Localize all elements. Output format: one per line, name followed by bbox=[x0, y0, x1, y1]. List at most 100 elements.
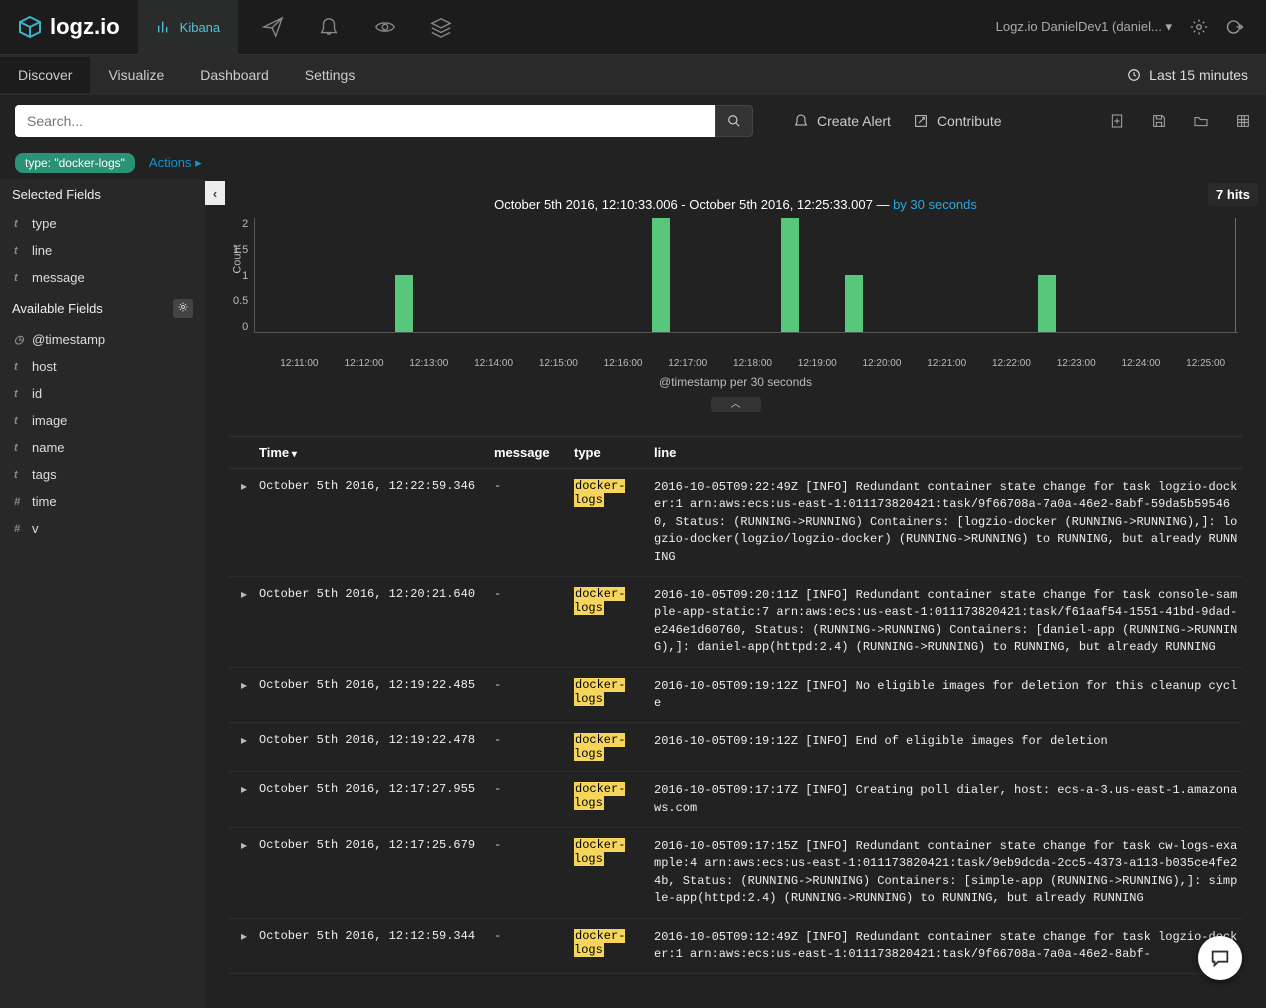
nav-tab-discover[interactable]: Discover bbox=[0, 57, 90, 93]
cell-type: docker-logs bbox=[574, 929, 654, 964]
filter-actions-link[interactable]: Actions ▸ bbox=[149, 155, 202, 171]
histogram-bar[interactable] bbox=[845, 275, 863, 332]
gear-icon[interactable] bbox=[1190, 18, 1208, 36]
expand-row-button[interactable]: ▸ bbox=[229, 479, 259, 566]
cell-message: - bbox=[494, 782, 574, 817]
create-alert-button[interactable]: Create Alert bbox=[793, 113, 891, 129]
bars-icon bbox=[156, 19, 172, 35]
field-type[interactable]: ttype bbox=[0, 210, 205, 237]
search-toolbar-icons bbox=[1109, 113, 1251, 129]
layers-icon[interactable] bbox=[430, 16, 452, 38]
nav-tab-dashboard[interactable]: Dashboard bbox=[182, 57, 287, 93]
histogram-bar[interactable] bbox=[652, 218, 670, 332]
log-table: Time message type line ▸October 5th 2016… bbox=[205, 424, 1266, 994]
search-input[interactable] bbox=[15, 105, 715, 137]
cell-type: docker-logs bbox=[574, 587, 654, 657]
field-host[interactable]: thost bbox=[0, 353, 205, 380]
gear-icon bbox=[177, 301, 189, 313]
logo[interactable]: logz.io bbox=[0, 14, 138, 40]
cell-type: docker-logs bbox=[574, 838, 654, 908]
top-right: Logz.io DanielDev1 (daniel... ▾ bbox=[974, 18, 1266, 36]
cell-time: October 5th 2016, 12:17:25.679 bbox=[259, 838, 494, 908]
cell-message: - bbox=[494, 587, 574, 657]
field-time[interactable]: #time bbox=[0, 488, 205, 515]
cell-line: 2016-10-05T09:19:12Z [INFO] No eligible … bbox=[654, 678, 1242, 713]
expand-row-button[interactable]: ▸ bbox=[229, 838, 259, 908]
x-axis-label: @timestamp per 30 seconds bbox=[233, 375, 1238, 389]
cell-type: docker-logs bbox=[574, 479, 654, 566]
cell-line: 2016-10-05T09:17:15Z [INFO] Redundant co… bbox=[654, 838, 1242, 908]
account-menu[interactable]: Logz.io DanielDev1 (daniel... ▾ bbox=[996, 19, 1172, 35]
field-name[interactable]: tname bbox=[0, 434, 205, 461]
field-tags[interactable]: ttags bbox=[0, 461, 205, 488]
chart-plot[interactable] bbox=[254, 218, 1238, 333]
top-tab-kibana[interactable]: Kibana bbox=[138, 0, 238, 55]
collapse-sidebar-button[interactable]: ‹ bbox=[205, 181, 225, 205]
nav-tab-visualize[interactable]: Visualize bbox=[90, 57, 182, 93]
cell-message: - bbox=[494, 678, 574, 713]
col-header-message[interactable]: message bbox=[494, 445, 574, 460]
cell-time: October 5th 2016, 12:17:27.955 bbox=[259, 782, 494, 817]
table-row: ▸October 5th 2016, 12:17:25.679-docker-l… bbox=[229, 828, 1242, 919]
x-axis: 12:11:0012:12:0012:13:0012:14:0012:15:00… bbox=[267, 358, 1238, 369]
col-header-time[interactable]: Time bbox=[259, 445, 494, 460]
contribute-button[interactable]: Contribute bbox=[913, 113, 1002, 129]
bell-icon[interactable] bbox=[318, 16, 340, 38]
field-image[interactable]: timage bbox=[0, 407, 205, 434]
y-axis-label: Count bbox=[232, 244, 244, 273]
eye-icon[interactable] bbox=[374, 16, 396, 38]
col-header-type[interactable]: type bbox=[574, 445, 654, 460]
search-icon bbox=[727, 114, 741, 128]
new-doc-icon[interactable] bbox=[1109, 113, 1125, 129]
table-row: ▸October 5th 2016, 12:19:22.485-docker-l… bbox=[229, 668, 1242, 724]
nav-tab-settings[interactable]: Settings bbox=[287, 57, 374, 93]
table-row: ▸October 5th 2016, 12:20:21.640-docker-l… bbox=[229, 577, 1242, 668]
cell-time: October 5th 2016, 12:22:59.346 bbox=[259, 479, 494, 566]
top-tab-label: Kibana bbox=[180, 20, 220, 35]
filter-pill[interactable]: type: "docker-logs" bbox=[15, 153, 135, 173]
chat-icon bbox=[1209, 947, 1231, 969]
logo-icon bbox=[18, 15, 42, 39]
cell-line: 2016-10-05T09:20:11Z [INFO] Redundant co… bbox=[654, 587, 1242, 657]
cell-message: - bbox=[494, 838, 574, 908]
collapse-chart-button[interactable]: ︿ bbox=[711, 397, 761, 412]
send-icon[interactable] bbox=[262, 16, 284, 38]
search-button[interactable] bbox=[715, 105, 753, 137]
time-range-label: Last 15 minutes bbox=[1149, 67, 1248, 83]
field-line[interactable]: tline bbox=[0, 237, 205, 264]
sidebar: Selected Fields ttypetlinetmessage Avail… bbox=[0, 179, 205, 1008]
expand-row-button[interactable]: ▸ bbox=[229, 929, 259, 964]
folder-icon[interactable] bbox=[1193, 113, 1209, 129]
histogram-bar[interactable] bbox=[395, 275, 413, 332]
cell-time: October 5th 2016, 12:20:21.640 bbox=[259, 587, 494, 657]
table-row: ▸October 5th 2016, 12:17:27.955-docker-l… bbox=[229, 772, 1242, 828]
expand-row-button[interactable]: ▸ bbox=[229, 782, 259, 817]
cell-message: - bbox=[494, 929, 574, 964]
top-icons bbox=[238, 16, 476, 38]
table-row: ▸October 5th 2016, 12:12:59.344-docker-l… bbox=[229, 919, 1242, 975]
cell-message: - bbox=[494, 479, 574, 566]
col-header-line[interactable]: line bbox=[654, 445, 1242, 460]
grid-icon[interactable] bbox=[1235, 113, 1251, 129]
help-button[interactable] bbox=[1198, 936, 1242, 980]
expand-row-button[interactable]: ▸ bbox=[229, 678, 259, 713]
content: ‹ 7 hits October 5th 2016, 12:10:33.006 … bbox=[205, 179, 1266, 1008]
expand-row-button[interactable]: ▸ bbox=[229, 733, 259, 761]
time-range[interactable]: Last 15 minutes bbox=[1109, 67, 1266, 83]
field-v[interactable]: #v bbox=[0, 515, 205, 542]
field-timestamp[interactable]: ◷@timestamp bbox=[0, 326, 205, 353]
field-message[interactable]: tmessage bbox=[0, 264, 205, 291]
cell-time: October 5th 2016, 12:19:22.485 bbox=[259, 678, 494, 713]
save-icon[interactable] bbox=[1151, 113, 1167, 129]
histogram-bar[interactable] bbox=[1038, 275, 1056, 332]
chart-interval[interactable]: by 30 seconds bbox=[893, 197, 977, 212]
cell-line: 2016-10-05T09:17:17Z [INFO] Creating pol… bbox=[654, 782, 1242, 817]
cell-type: docker-logs bbox=[574, 782, 654, 817]
field-id[interactable]: tid bbox=[0, 380, 205, 407]
field-settings-button[interactable] bbox=[173, 299, 193, 318]
top-bar: logz.io Kibana Logz.io DanielDev1 (danie… bbox=[0, 0, 1266, 55]
histogram-bar[interactable] bbox=[781, 218, 799, 332]
expand-row-button[interactable]: ▸ bbox=[229, 587, 259, 657]
logout-icon[interactable] bbox=[1226, 18, 1244, 36]
alert-icon bbox=[793, 113, 809, 129]
